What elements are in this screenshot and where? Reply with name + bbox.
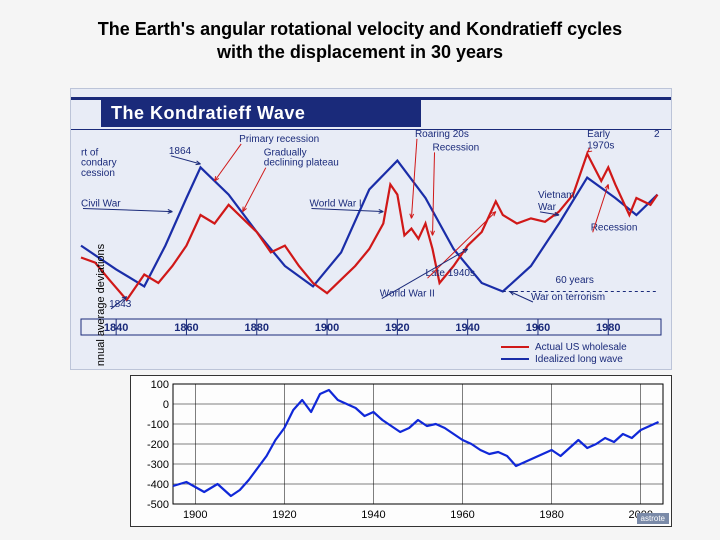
svg-text:1980: 1980: [539, 509, 563, 521]
page-title: The Earth's angular rotational velocity …: [0, 18, 720, 63]
svg-text:-200: -200: [147, 439, 169, 451]
svg-text:Primary recession: Primary recession: [239, 134, 319, 145]
page-root: The Earth's angular rotational velocity …: [0, 0, 720, 540]
svg-text:1940: 1940: [361, 509, 385, 521]
svg-text:World War II: World War II: [380, 289, 435, 300]
kondratieff-chart: The Kondratieff Wave 1840 1860 1880 1900 192…: [70, 88, 672, 370]
svg-text:1980: 1980: [596, 322, 620, 334]
svg-text:1960: 1960: [526, 322, 550, 334]
svg-text:1864: 1864: [169, 146, 192, 157]
svg-text:1920: 1920: [385, 322, 409, 334]
banner-rule-bottom: [71, 129, 671, 130]
deviations-svg: 100 0 -100 -200 -300 -400 -500 1900 1920 1940 1960…: [131, 376, 671, 526]
svg-text:Early: Early: [587, 129, 610, 140]
svg-text:declining plateau: declining plateau: [264, 158, 339, 169]
kondratieff-svg: 18401860188019001920194019601980rt ofcon…: [71, 89, 671, 369]
svg-text:2: 2: [654, 129, 660, 140]
svg-text:0: 0: [163, 399, 169, 411]
banner-title: The Kondratieff Wave: [101, 99, 421, 127]
svg-text:1970s: 1970s: [587, 141, 614, 152]
deviations-chart: 100 0 -100 -200 -300 -400 -500 1900 1920 1940 1960…: [130, 375, 672, 527]
svg-text:1900: 1900: [315, 322, 339, 334]
svg-text:100: 100: [151, 379, 169, 391]
watermark-badge: astrote: [637, 513, 669, 524]
svg-text:War: War: [538, 202, 557, 213]
svg-text:-400: -400: [147, 479, 169, 491]
svg-text:1840: 1840: [104, 322, 128, 334]
svg-text:Vietnam: Vietnam: [538, 190, 575, 201]
title-line-1: The Earth's angular rotational velocity …: [98, 19, 622, 39]
title-line-2: with the displacement in 30 years: [217, 42, 503, 62]
svg-text:Roaring 20s: Roaring 20s: [415, 129, 469, 140]
svg-text:1940: 1940: [455, 322, 479, 334]
svg-text:-500: -500: [147, 499, 169, 511]
svg-text:Civil War: Civil War: [81, 199, 121, 210]
svg-text:Late 1940s: Late 1940s: [425, 268, 475, 279]
svg-text:Actual US wholesale: Actual US wholesale: [535, 342, 627, 353]
svg-text:1920: 1920: [272, 509, 296, 521]
svg-text:World War I: World War I: [309, 199, 361, 210]
svg-text:Recession: Recession: [591, 222, 638, 233]
svg-text:War on terrorism: War on terrorism: [531, 292, 605, 303]
svg-text:1860: 1860: [174, 322, 198, 334]
svg-text:Recession: Recession: [433, 142, 480, 153]
svg-text:1960: 1960: [450, 509, 474, 521]
svg-text:60 years: 60 years: [556, 275, 594, 286]
svg-text:Idealized long wave: Idealized long wave: [535, 354, 623, 365]
svg-text:-100: -100: [147, 419, 169, 431]
bottom-y-axis-label: nnual average deviations: [95, 230, 107, 380]
svg-text:cession: cession: [81, 168, 115, 179]
svg-text:1880: 1880: [245, 322, 269, 334]
svg-text:-300: -300: [147, 459, 169, 471]
svg-text:1900: 1900: [183, 509, 207, 521]
